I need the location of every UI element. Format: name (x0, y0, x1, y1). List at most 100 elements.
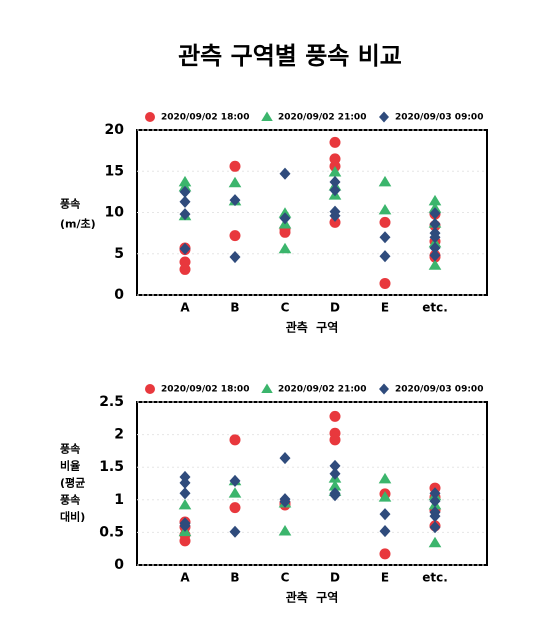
legend-marker (261, 111, 273, 121)
data-point (229, 474, 241, 487)
legend-marker (261, 383, 273, 393)
y-axis-label: 풍속 (60, 443, 80, 456)
data-point (229, 434, 241, 446)
data-point (379, 548, 391, 560)
data-point (429, 495, 441, 508)
data-point (328, 166, 342, 177)
x-tick-label: D (330, 301, 340, 315)
data-point (179, 185, 191, 198)
data-point (329, 136, 341, 148)
legend-label: 2020/09/02 21:00 (278, 113, 366, 123)
data-point (429, 249, 441, 262)
legend-marker (145, 112, 155, 122)
y-tick-label: 1.5 (99, 459, 124, 475)
legend-label: 2020/09/02 18:00 (161, 113, 249, 123)
data-point (379, 277, 391, 289)
y-tick-label: 0 (114, 287, 124, 303)
data-point (279, 167, 291, 180)
data-point (429, 521, 441, 534)
data-point (379, 216, 391, 228)
data-point (229, 160, 241, 172)
data-point (379, 525, 391, 538)
data-point (179, 208, 191, 221)
data-point (229, 230, 241, 242)
data-point (379, 250, 391, 263)
data-point (329, 459, 341, 472)
y-axis-label: 비율 (60, 459, 80, 473)
data-point (228, 176, 242, 188)
legend-marker (145, 384, 155, 394)
data-point (378, 175, 392, 187)
x-axis-label: 관측 구역 (286, 320, 339, 335)
x-tick-label: A (180, 301, 190, 315)
data-point (379, 231, 391, 244)
data-point (179, 195, 191, 208)
data-point (329, 410, 341, 422)
x-tick-label: B (230, 301, 239, 315)
data-point (429, 231, 441, 244)
data-point (329, 434, 341, 446)
legend-label: 2020/09/03 09:00 (395, 113, 483, 123)
data-point (279, 226, 291, 238)
data-point (229, 251, 241, 264)
data-point (229, 502, 241, 514)
data-point (329, 184, 341, 197)
data-point (229, 525, 241, 538)
y-axis-label: 풍속 (60, 198, 80, 211)
x-tick-label: etc. (422, 571, 448, 585)
data-point (378, 491, 392, 502)
data-point (179, 487, 191, 500)
data-point (329, 175, 341, 189)
x-tick-label: D (330, 571, 340, 585)
data-point (378, 472, 392, 484)
data-point (429, 487, 441, 500)
x-tick-label: etc. (422, 301, 448, 315)
y-tick-label: 10 (105, 205, 125, 221)
data-point (178, 498, 192, 510)
data-point (229, 194, 241, 207)
data-point (278, 525, 292, 536)
y-axis-label: (m/초) (60, 218, 96, 231)
data-point (428, 194, 442, 206)
data-point (279, 212, 291, 225)
data-point (228, 487, 242, 498)
legend-marker (379, 383, 389, 395)
x-tick-label: B (230, 571, 239, 585)
x-tick-label: C (281, 571, 290, 585)
y-tick-label: 0 (114, 557, 124, 573)
data-point (378, 203, 392, 215)
y-axis-label: (평균 (60, 476, 85, 490)
y-axis-label: 풍속 (60, 494, 80, 507)
y-tick-label: 15 (105, 163, 124, 179)
data-point (329, 216, 341, 228)
data-point (428, 536, 442, 548)
y-tick-label: 5 (114, 246, 124, 262)
data-point (179, 519, 191, 532)
y-tick-label: 1 (114, 492, 124, 508)
y-tick-label: 0.5 (99, 524, 124, 540)
data-point (329, 489, 341, 502)
data-point (279, 452, 291, 465)
data-point (179, 242, 191, 255)
x-axis-label: 관측 구역 (286, 590, 339, 605)
legend-label: 2020/09/02 21:00 (278, 385, 366, 395)
y-axis-label: 대비) (60, 510, 85, 524)
y-tick-label: 2.5 (99, 394, 124, 410)
data-point (278, 242, 292, 254)
data-point (279, 495, 291, 508)
legend-label: 2020/09/03 09:00 (395, 385, 483, 395)
data-point (329, 467, 341, 480)
data-point (429, 510, 441, 523)
x-tick-label: E (381, 571, 389, 585)
title: 관측 구역별 풍속 비교 (178, 42, 402, 70)
data-point (179, 535, 191, 547)
x-tick-label: E (381, 301, 389, 315)
y-tick-label: 20 (105, 122, 125, 138)
legend-label: 2020/09/02 18:00 (161, 385, 249, 395)
data-point (179, 476, 191, 489)
legend-marker (379, 111, 389, 123)
y-tick-label: 2 (114, 427, 124, 443)
data-point (329, 209, 341, 222)
data-point (429, 241, 441, 255)
